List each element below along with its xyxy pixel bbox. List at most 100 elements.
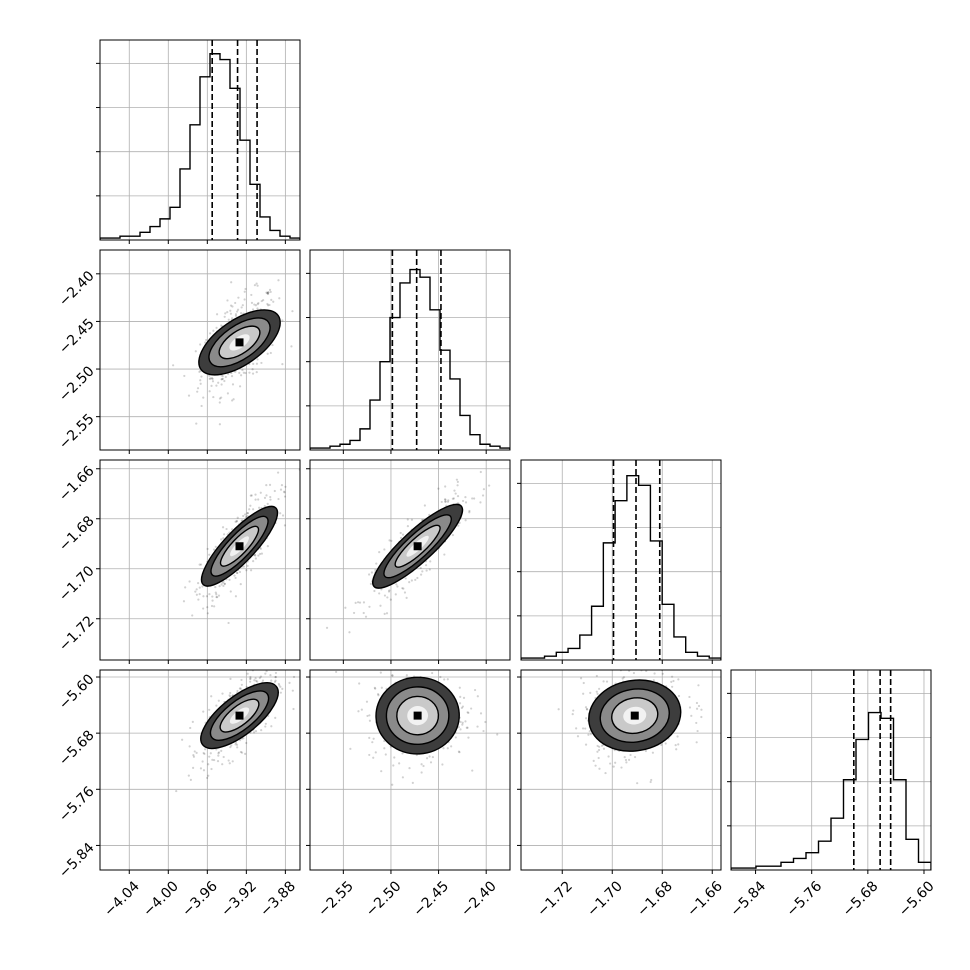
- sample-point: [230, 375, 234, 378]
- sample-point: [251, 308, 255, 311]
- sample-point: [240, 519, 243, 522]
- sample-point: [216, 596, 219, 599]
- sample-point: [402, 663, 404, 665]
- sample-point: [625, 761, 628, 764]
- sample-point: [234, 741, 238, 744]
- sample-point: [420, 771, 423, 774]
- sample-point: [410, 579, 413, 582]
- sample-point: [199, 767, 203, 770]
- sample-point: [584, 727, 587, 730]
- sample-point: [269, 351, 272, 355]
- sample-point: [352, 611, 356, 615]
- sample-point: [264, 722, 267, 725]
- sample-point: [223, 379, 226, 383]
- panel-frame: [309, 459, 511, 661]
- sample-point: [194, 350, 197, 353]
- sample-point: [454, 492, 457, 495]
- sample-point: [283, 495, 287, 498]
- sample-point: [365, 700, 369, 703]
- sample-point: [220, 538, 223, 541]
- sample-point: [403, 591, 407, 594]
- x-tick-label: −1.66: [684, 878, 726, 920]
- sample-point: [405, 674, 408, 677]
- sample-point: [196, 387, 200, 390]
- sample-point: [220, 378, 223, 381]
- sample-point: [456, 495, 460, 498]
- sample-point: [199, 563, 203, 566]
- y-tick-label: −5.68: [56, 728, 98, 770]
- sample-point: [387, 590, 391, 593]
- sample-point: [206, 606, 209, 609]
- sample-point: [372, 737, 375, 740]
- sample-point: [283, 490, 286, 493]
- sample-point: [245, 741, 248, 745]
- sample-point: [206, 547, 209, 551]
- sample-point: [232, 398, 235, 401]
- sample-point: [446, 678, 449, 681]
- sample-point: [262, 298, 265, 302]
- sample-point: [595, 674, 598, 678]
- sample-point: [243, 290, 246, 293]
- sample-point: [221, 377, 225, 380]
- sample-point: [203, 752, 206, 756]
- sample-point: [208, 553, 211, 556]
- sample-point: [266, 302, 269, 306]
- sample-point: [208, 708, 211, 711]
- sample-point: [380, 686, 383, 689]
- y-tick-label: −5.76: [56, 784, 98, 826]
- sample-point: [244, 513, 247, 516]
- panel-frame: [99, 459, 301, 661]
- sample-point: [213, 758, 216, 762]
- sample-point: [218, 423, 221, 426]
- sample-point: [225, 527, 228, 531]
- sample-point: [273, 680, 277, 683]
- sample-point: [375, 562, 378, 565]
- sample-point: [587, 733, 590, 736]
- sample-point: [258, 552, 262, 556]
- sample-point: [242, 565, 245, 568]
- sample-point: [257, 554, 260, 557]
- sample-point: [258, 506, 261, 509]
- sample-point: [419, 566, 422, 570]
- sample-point: [443, 678, 446, 681]
- sample-point: [401, 587, 404, 590]
- sample-point: [265, 494, 268, 497]
- sample-point: [264, 725, 267, 728]
- sample-point: [210, 695, 213, 698]
- sample-point: [644, 749, 648, 753]
- sample-point: [464, 720, 467, 723]
- sample-point: [496, 733, 499, 736]
- sample-point: [271, 343, 274, 347]
- sample-point: [244, 752, 247, 756]
- sample-point: [248, 371, 251, 374]
- sample-point: [598, 687, 601, 690]
- sample-point: [429, 560, 432, 563]
- sample-point: [253, 284, 257, 287]
- sample-point: [695, 721, 698, 725]
- histogram-step: [521, 474, 721, 660]
- sample-point: [223, 582, 227, 586]
- sample-point: [270, 725, 273, 728]
- sample-point: [234, 595, 237, 598]
- sample-point: [253, 679, 256, 682]
- sample-point: [266, 292, 269, 295]
- sample-point: [254, 557, 257, 560]
- sample-point: [227, 759, 230, 762]
- sample-point: [700, 715, 703, 719]
- sample-point: [380, 770, 383, 773]
- sample-point: [325, 626, 329, 629]
- sample-point: [589, 691, 592, 694]
- sample-point: [198, 593, 201, 596]
- sample-point: [401, 752, 404, 755]
- sample-point: [209, 752, 212, 755]
- x-tick-label: −2.50: [363, 878, 405, 920]
- sample-point: [425, 564, 428, 567]
- sample-point: [411, 781, 414, 784]
- sample-point: [265, 291, 268, 294]
- sample-point: [401, 533, 405, 536]
- sample-point: [584, 743, 588, 746]
- sample-point: [283, 524, 287, 527]
- sample-point: [249, 675, 252, 679]
- sample-point: [649, 780, 652, 784]
- sample-point: [292, 675, 296, 679]
